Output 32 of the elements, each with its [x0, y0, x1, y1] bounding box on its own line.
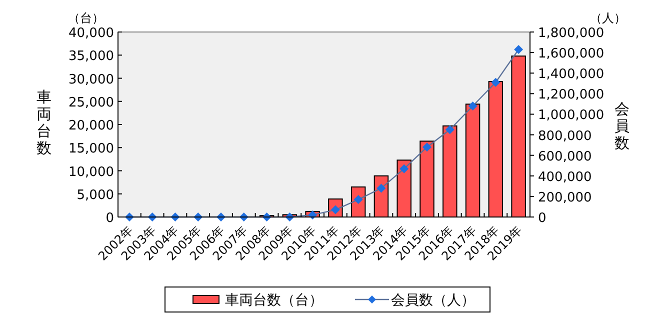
y2-tick-label: 1,000,000 [538, 108, 604, 124]
point [468, 102, 478, 110]
y-tick-label: 10,000 [68, 164, 114, 180]
y-tick-label: 5,000 [76, 188, 114, 203]
text: （台） [68, 11, 104, 25]
y2-tick-label: 400,000 [538, 170, 592, 185]
text: （人） [590, 11, 626, 25]
y2-tick-label: 600,000 [538, 149, 592, 164]
y-tick-label: 30,000 [68, 72, 114, 88]
y-tick-label: 25,000 [68, 95, 114, 110]
y2-tick-label: 1,400,000 [538, 67, 604, 82]
y-axis-title: 車両台数 [36, 88, 52, 157]
point [514, 44, 524, 54]
legend-label: 車両台数（台） [225, 292, 323, 308]
y-tick-label: 20,000 [68, 118, 114, 134]
point [491, 78, 500, 87]
legend-label: 会員数（人） [391, 292, 475, 308]
point [376, 184, 386, 193]
y2-tick-label: 800,000 [538, 128, 592, 144]
y2-tick-label: 0 [538, 211, 546, 226]
y2-tick-label: 1,200,000 [538, 88, 604, 103]
y-tick-label: 40,000 [68, 26, 114, 41]
y2-tick-label: 200,000 [538, 190, 592, 206]
y2-tick-label: 1,600,000 [538, 46, 604, 62]
y-tick-label: 35,000 [68, 49, 114, 64]
point [445, 125, 454, 134]
y-tick-label: 15,000 [68, 142, 114, 157]
y2-axis-title: 会員数 [614, 100, 630, 152]
point [400, 164, 409, 174]
y-tick-label: 0 [106, 211, 114, 226]
y2-tick-label: 1,800,000 [538, 26, 604, 41]
point [422, 142, 432, 152]
